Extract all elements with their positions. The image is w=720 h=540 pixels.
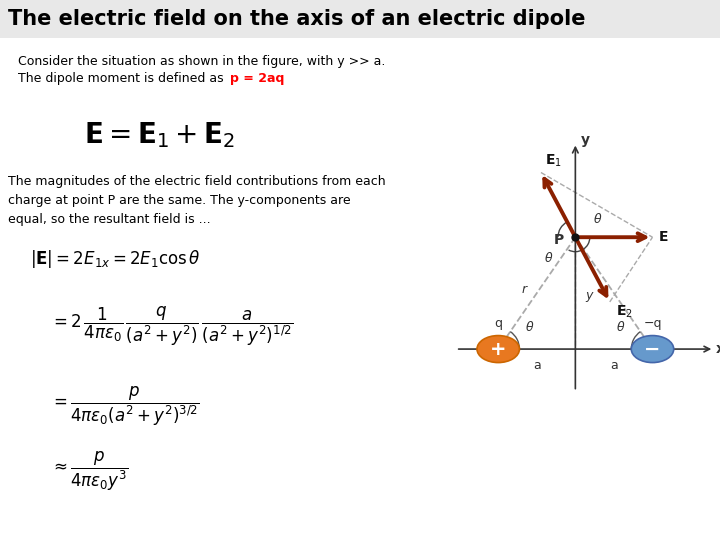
Text: $\mathbf{E}_1$: $\mathbf{E}_1$ xyxy=(545,152,562,168)
Text: −: − xyxy=(644,340,661,359)
Text: a: a xyxy=(610,359,618,372)
Text: $\theta$: $\theta$ xyxy=(593,212,602,226)
Text: $\mathbf{E}$: $\mathbf{E}$ xyxy=(658,230,669,244)
Text: The magnitudes of the electric field contributions from each
charge at point P a: The magnitudes of the electric field con… xyxy=(8,175,386,226)
Text: The dipole moment is defined as: The dipole moment is defined as xyxy=(18,72,224,85)
Text: r: r xyxy=(522,283,527,296)
Text: p = 2aq: p = 2aq xyxy=(230,72,284,85)
Text: y: y xyxy=(581,133,590,146)
Text: a: a xyxy=(533,359,541,372)
Text: $|\mathbf{E}| = 2E_{1x} = 2E_1 \cos\theta$: $|\mathbf{E}| = 2E_{1x} = 2E_1 \cos\thet… xyxy=(30,248,201,270)
Ellipse shape xyxy=(631,335,674,362)
Text: −q: −q xyxy=(643,317,662,330)
Ellipse shape xyxy=(477,335,519,362)
Text: y: y xyxy=(585,289,593,302)
Text: $\theta$: $\theta$ xyxy=(544,251,553,265)
Text: $\theta$: $\theta$ xyxy=(616,320,626,334)
Text: The electric field on the axis of an electric dipole: The electric field on the axis of an ele… xyxy=(8,9,585,29)
FancyBboxPatch shape xyxy=(0,0,720,38)
Text: P: P xyxy=(554,233,564,247)
Text: $\mathbf{E}_2$: $\mathbf{E}_2$ xyxy=(616,304,632,320)
Text: q: q xyxy=(494,317,503,330)
Text: x: x xyxy=(716,342,720,356)
Text: $= 2\,\dfrac{1}{4\pi\varepsilon_0}\,\dfrac{q}{(a^2+y^2)}\,\dfrac{a}{(a^2+y^2)^{1: $= 2\,\dfrac{1}{4\pi\varepsilon_0}\,\dfr… xyxy=(50,305,293,348)
Text: $\approx \dfrac{p}{4\pi\varepsilon_0 y^3}$: $\approx \dfrac{p}{4\pi\varepsilon_0 y^3… xyxy=(50,450,128,494)
Text: $= \dfrac{p}{4\pi\varepsilon_0(a^2+y^2)^{3/2}}$: $= \dfrac{p}{4\pi\varepsilon_0(a^2+y^2)^… xyxy=(50,385,199,428)
Text: Consider the situation as shown in the figure, with y >> a.: Consider the situation as shown in the f… xyxy=(18,55,385,68)
Text: $\theta$: $\theta$ xyxy=(525,320,535,334)
Text: $\mathbf{E} = \mathbf{E}_1 + \mathbf{E}_2$: $\mathbf{E} = \mathbf{E}_1 + \mathbf{E}_… xyxy=(84,120,235,150)
Text: +: + xyxy=(490,340,506,359)
